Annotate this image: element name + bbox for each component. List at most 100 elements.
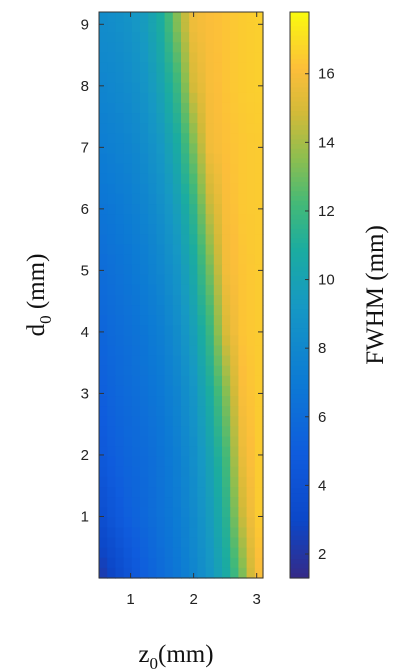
heatmap-cell <box>131 42 141 54</box>
heatmap-cell <box>115 274 125 286</box>
heatmap-cell <box>189 466 198 478</box>
heatmap-cell <box>164 517 174 529</box>
heatmap-cell <box>213 42 223 54</box>
heatmap-cell <box>164 153 174 165</box>
heatmap-cell <box>222 133 231 144</box>
heatmap-cell <box>123 305 133 316</box>
heatmap-cell <box>213 82 223 94</box>
colorbar-segment <box>290 96 309 103</box>
heatmap-cell <box>254 42 264 54</box>
heatmap-cell <box>131 92 141 104</box>
heatmap-cell <box>238 62 248 74</box>
y-tick-label: 7 <box>81 139 89 156</box>
heatmap-cell <box>172 456 182 468</box>
heatmap-cell <box>213 466 223 478</box>
heatmap-cell <box>131 244 141 256</box>
heatmap-cell <box>115 325 125 337</box>
heatmap-cell <box>115 305 125 316</box>
heatmap-cell <box>172 42 182 54</box>
heatmap-cell <box>197 22 207 33</box>
colorbar-segment <box>290 478 309 485</box>
heatmap-cell <box>213 214 223 225</box>
heatmap-cell <box>131 456 141 468</box>
heatmap-cell <box>181 345 190 357</box>
heatmap-cell <box>131 163 141 175</box>
heatmap-cell <box>99 375 108 387</box>
heatmap-cell <box>148 305 157 316</box>
colorbar-segment <box>290 365 309 372</box>
heatmap-cell <box>230 12 239 23</box>
heatmap-cell <box>181 396 190 407</box>
heatmap-cell <box>222 113 231 124</box>
colorbar-segment <box>290 224 309 230</box>
heatmap-cell <box>140 456 149 468</box>
heatmap-cell <box>230 375 239 387</box>
heatmap-cell <box>181 183 190 195</box>
heatmap-cell <box>181 567 190 579</box>
heatmap-cell <box>246 567 256 579</box>
heatmap-cell <box>115 426 125 438</box>
heatmap-cell <box>148 254 157 266</box>
heatmap-cell <box>107 507 116 518</box>
colorbar-segment <box>290 49 309 56</box>
heatmap-cell <box>107 143 116 155</box>
heatmap-cell <box>107 375 116 387</box>
heatmap-cell <box>140 214 149 225</box>
colorbar-segment <box>290 205 309 211</box>
heatmap-cell <box>123 497 133 508</box>
heatmap-cell <box>115 32 125 43</box>
heatmap-cell <box>156 123 166 134</box>
heatmap-cell <box>99 345 108 357</box>
colorbar-segment <box>290 191 309 197</box>
heatmap-cell <box>123 153 133 165</box>
heatmap-cell <box>181 355 190 367</box>
heatmap-cell <box>172 396 182 407</box>
colorbar-segment <box>290 318 309 324</box>
colorbar-segment <box>290 535 309 541</box>
heatmap-cell <box>164 12 174 23</box>
colorbar-segment <box>290 78 309 84</box>
heatmap-cell <box>172 32 182 43</box>
heatmap-cell <box>189 487 198 498</box>
heatmap-cell <box>205 416 215 427</box>
heatmap-cell <box>230 62 239 74</box>
heatmap-cell <box>246 557 256 569</box>
heatmap-cell <box>222 305 231 316</box>
heatmap-cell <box>213 102 223 114</box>
heatmap-cell <box>131 517 141 529</box>
heatmap-cell <box>230 557 239 569</box>
heatmap-cell <box>246 193 256 205</box>
heatmap-cell <box>197 193 207 205</box>
heatmap-cell <box>230 487 239 498</box>
heatmap-cell <box>172 507 182 518</box>
heatmap-cell <box>164 436 174 448</box>
heatmap-cell <box>181 476 190 488</box>
colorbar-segment <box>290 63 309 70</box>
heatmap-cell <box>181 224 190 235</box>
heatmap-cell <box>107 396 116 407</box>
heatmap-cell <box>213 325 223 337</box>
heatmap-cell <box>140 406 149 417</box>
heatmap-cell <box>140 527 149 539</box>
heatmap-cell <box>181 365 190 377</box>
heatmap-cell <box>246 284 256 296</box>
colorbar-segment <box>290 115 309 122</box>
heatmap-cell <box>222 163 231 175</box>
heatmap-cell <box>172 335 182 347</box>
heatmap-cell <box>230 567 239 579</box>
colorbar-segment <box>290 158 309 164</box>
heatmap-cell <box>140 375 149 387</box>
heatmap-cell <box>140 476 149 488</box>
heatmap-cell <box>115 173 125 185</box>
heatmap-cell <box>181 295 190 306</box>
heatmap-cell <box>238 567 248 579</box>
heatmap-cell <box>107 204 116 215</box>
heatmap-cell <box>164 204 174 215</box>
heatmap-cell <box>189 102 198 114</box>
heatmap-cell <box>115 396 125 407</box>
heatmap-cell <box>164 456 174 468</box>
heatmap-cell <box>213 527 223 539</box>
colorbar-segment <box>290 219 309 225</box>
heatmap-cell <box>107 102 116 114</box>
heatmap-cell <box>99 12 108 23</box>
